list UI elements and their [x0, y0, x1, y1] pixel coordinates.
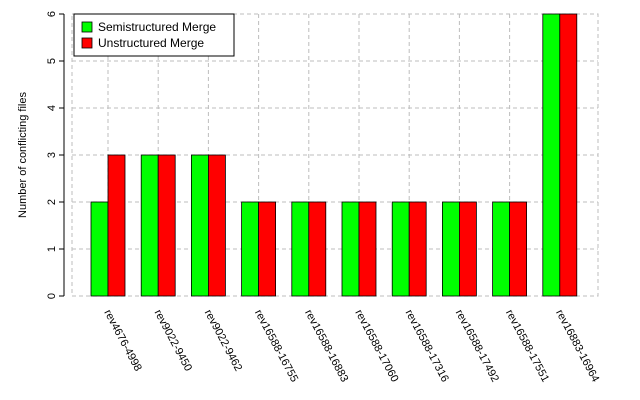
- legend-label: Semistructured Merge: [98, 20, 216, 34]
- bar-unstructured: [509, 201, 528, 297]
- bar-semistructured: [542, 13, 561, 297]
- y-axis-title: Number of conflicting files: [17, 92, 29, 218]
- bar-semistructured: [90, 201, 109, 297]
- category-label: rev16588-17316: [403, 308, 451, 384]
- category-label: rev9022-9462: [202, 308, 244, 374]
- bar-unstructured: [308, 201, 327, 297]
- category-label: rev16588-17551: [503, 308, 551, 384]
- legend: Semistructured Merge Unstructured Merge: [73, 13, 235, 57]
- bar-semistructured: [391, 201, 410, 297]
- bar-unstructured: [458, 201, 477, 297]
- bar-unstructured: [157, 154, 176, 297]
- bar-unstructured: [107, 154, 126, 297]
- bar-semistructured: [492, 201, 511, 297]
- legend-swatch: [81, 37, 93, 49]
- bar-semistructured: [441, 201, 460, 297]
- y-tick-label: 1: [46, 246, 58, 252]
- bar-unstructured: [258, 201, 277, 297]
- y-tick-label: 3: [46, 152, 58, 158]
- category-label: rev16588-16755: [252, 308, 300, 384]
- category-label: rev16588-17492: [453, 308, 501, 384]
- category-label: rev4676-4998: [101, 308, 143, 374]
- y-tick-label: 0: [46, 293, 58, 299]
- bar-semistructured: [241, 201, 260, 297]
- bar-unstructured: [207, 154, 226, 297]
- bar-semistructured: [291, 201, 310, 297]
- axes: 0 1 2 3 4 5 6 rev4676-4998 rev9022-9450 rev9022-9…: [46, 11, 601, 384]
- category-label: rev16588-16883: [302, 308, 350, 384]
- category-label: rev16883-16964: [553, 308, 601, 384]
- category-label: rev16588-17060: [352, 308, 400, 384]
- legend-label: Unstructured Merge: [98, 36, 204, 50]
- legend-swatch: [81, 21, 93, 33]
- y-tick-label: 2: [46, 199, 58, 205]
- bars: [90, 13, 578, 297]
- bar-unstructured: [559, 13, 578, 297]
- category-label: rev9022-9450: [152, 308, 194, 374]
- y-tick-label: 6: [46, 11, 58, 17]
- bar-semistructured: [341, 201, 360, 297]
- bar-semistructured: [140, 154, 159, 297]
- y-tick-label: 4: [46, 105, 58, 111]
- legend-box: [73, 13, 235, 57]
- bar-unstructured: [408, 201, 427, 297]
- y-tick-label: 5: [46, 58, 58, 64]
- bar-unstructured: [358, 201, 377, 297]
- bar-semistructured: [190, 154, 209, 297]
